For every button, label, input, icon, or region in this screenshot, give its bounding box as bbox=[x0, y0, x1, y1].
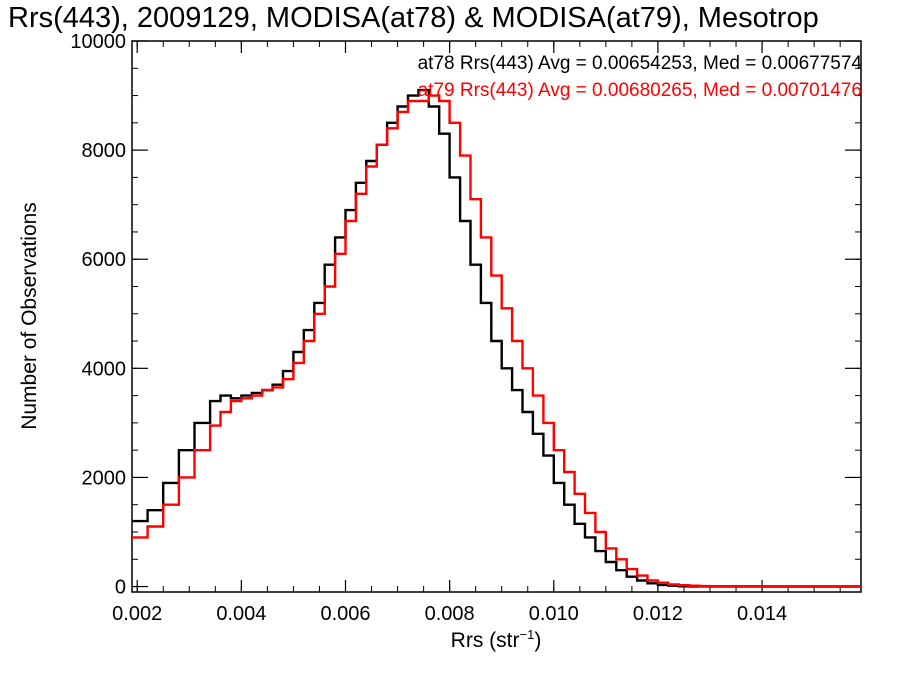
series-layer bbox=[132, 88, 861, 588]
x-axis-title-base: Rrs (str bbox=[451, 629, 520, 652]
y-tick-label: 0 bbox=[115, 577, 126, 599]
stat-label-at78: at78 Rrs(443) Avg = 0.00654253, Med = 0.… bbox=[418, 53, 863, 74]
x-axis-title-exponent: −1 bbox=[520, 627, 535, 642]
plot-frame bbox=[131, 40, 862, 593]
y-tick-label: 6000 bbox=[82, 249, 127, 271]
x-tick-label: 0.006 bbox=[320, 603, 370, 625]
axis-ticks bbox=[132, 40, 861, 592]
x-tick-label: 0.010 bbox=[529, 603, 579, 625]
x-tick-label: 0.014 bbox=[737, 603, 787, 625]
y-tick-label: 4000 bbox=[82, 358, 127, 380]
x-axis-title: Rrs (str−1) bbox=[451, 627, 542, 652]
y-tick-label: 2000 bbox=[82, 467, 127, 489]
y-tick-label: 10000 bbox=[70, 31, 126, 53]
y-tick-label: 8000 bbox=[82, 140, 127, 162]
y-axis-title: Number of Observations bbox=[18, 202, 41, 430]
x-tick-label: 0.008 bbox=[425, 603, 475, 625]
y-tick-labels: 0 2000 4000 6000 8000 10000 bbox=[70, 31, 126, 599]
x-tick-label: 0.012 bbox=[633, 603, 683, 625]
x-tick-label: 0.002 bbox=[112, 603, 162, 625]
stat-label-at79: at79 Rrs(443) Avg = 0.00680265, Med = 0.… bbox=[418, 80, 862, 101]
chart-title: Rrs(443), 2009129, MODISA(at78) & MODISA… bbox=[8, 2, 819, 34]
x-axis-title-close: ) bbox=[534, 629, 541, 652]
series-line-at79 bbox=[132, 94, 861, 588]
series-line-at78 bbox=[132, 88, 861, 588]
x-tick-labels: 0.002 0.004 0.006 0.008 0.010 0.012 0.014 bbox=[112, 603, 787, 625]
x-tick-label: 0.004 bbox=[216, 603, 266, 625]
